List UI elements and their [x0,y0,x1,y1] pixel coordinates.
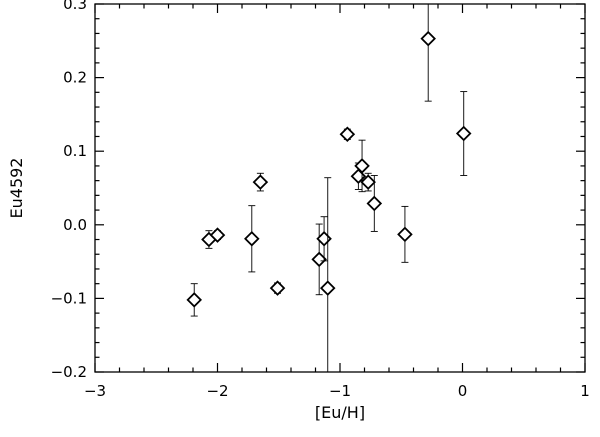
diamond-marker [244,231,260,247]
diamond-marker [339,126,356,143]
data-point [360,172,376,192]
y-tick-label: 0.1 [63,142,87,160]
diamond-marker [269,280,286,296]
diamond-marker [186,292,202,308]
x-tick-label: 1 [580,382,590,400]
diamond-marker [311,251,327,268]
y-tick-label: 0.0 [63,216,87,234]
axis-tick-labels: −3 −2 −1 0 1 −0.2 −0.1 0.0 0.1 0.2 0.3 [51,0,590,400]
data-point [397,205,413,263]
diamond-marker [455,125,472,142]
diamond-marker [354,158,370,174]
x-tick-label: −1 [329,382,351,400]
data-point [319,177,336,372]
diamond-marker [360,174,376,190]
diamond-marker [252,174,269,190]
axis-ticks [94,3,586,373]
data-points [186,4,472,372]
data-point [209,227,226,243]
diamond-marker [420,30,436,47]
diamond-marker [366,195,383,212]
data-point [186,283,202,317]
y-axis-title: Eu4592 [7,158,26,219]
diamond-marker [209,227,226,243]
x-tick-label: 0 [458,382,468,400]
y-tick-label: −0.1 [51,289,87,307]
data-point [269,280,286,296]
data-point [244,205,260,273]
data-point [455,91,472,176]
data-point [252,172,269,192]
data-point [366,175,383,232]
y-tick-label: 0.2 [63,69,87,87]
data-point [339,126,356,143]
x-tick-label: −2 [206,382,228,400]
x-axis-title: [Eu/H] [315,403,365,422]
data-point [420,4,436,102]
y-tick-label: 0.3 [63,0,87,13]
diamond-marker [319,280,336,296]
data-point [311,223,327,296]
diamond-marker [397,226,413,243]
x-tick-label: −3 [84,382,106,400]
plot-frame [94,3,586,373]
y-tick-label: −0.2 [51,363,87,381]
